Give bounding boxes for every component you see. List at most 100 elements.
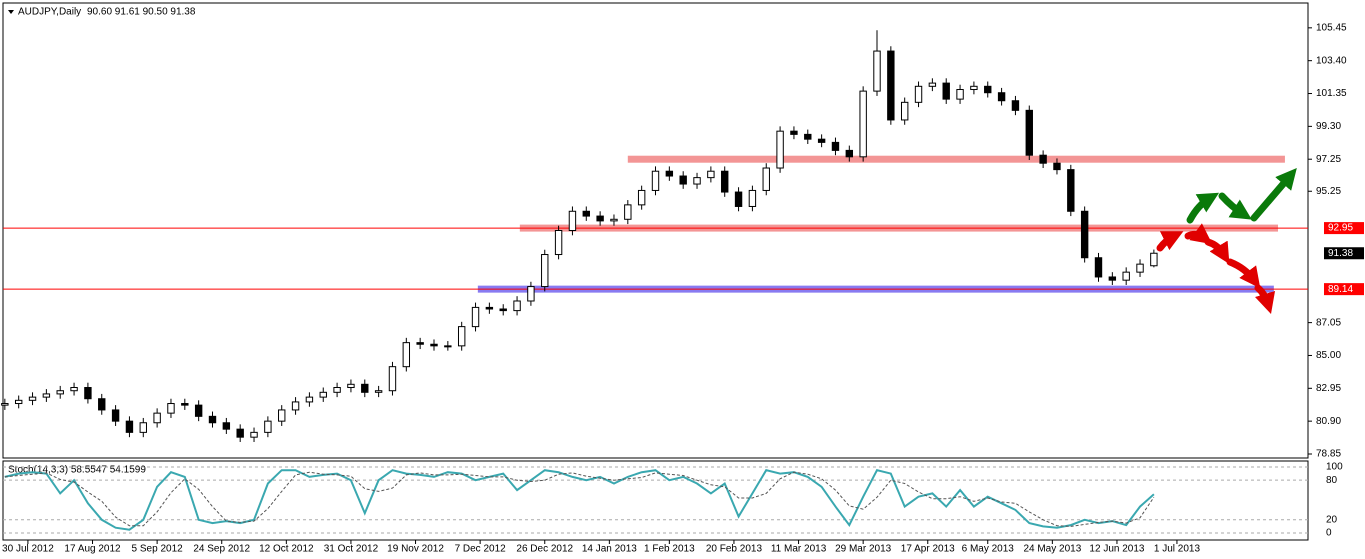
y-tick-label: 101.35 xyxy=(1316,88,1347,99)
candle-body xyxy=(499,308,507,312)
y-tick-label: 87.05 xyxy=(1316,317,1341,328)
candle-body xyxy=(748,189,757,207)
x-tick-label: 7 Dec 2012 xyxy=(455,544,507,555)
candle-body xyxy=(485,306,494,310)
candle-body xyxy=(1136,263,1144,273)
candle-body xyxy=(541,254,549,288)
candle-body xyxy=(762,167,770,191)
candle-body xyxy=(1094,257,1103,278)
candle-body xyxy=(361,383,369,393)
candle-body xyxy=(28,396,37,401)
candle-body xyxy=(1,403,9,406)
level-label: 89.14 xyxy=(1328,284,1353,295)
stoch-signal xyxy=(4,471,1155,527)
candle-body xyxy=(278,409,286,422)
last-price-box xyxy=(1324,247,1364,260)
candle-body xyxy=(42,393,51,398)
candle-body xyxy=(1080,210,1089,259)
y-tick-label: 100 xyxy=(1326,462,1343,473)
x-tick-label: 26 Dec 2012 xyxy=(516,544,573,555)
candle-body xyxy=(374,390,383,393)
candle-body xyxy=(679,175,687,185)
candle-body xyxy=(111,409,120,422)
y-tick-label: 103.40 xyxy=(1316,55,1347,66)
x-tick-label: 17 Apr 2013 xyxy=(901,544,955,555)
candle-body xyxy=(596,215,604,222)
candle-body xyxy=(707,170,715,179)
candle-body xyxy=(250,431,258,438)
arrows xyxy=(1156,168,1297,315)
stoch-main xyxy=(4,469,1155,531)
x-tick-label: 31 Oct 2012 xyxy=(324,544,379,555)
red-arrow xyxy=(1184,223,1213,245)
candle-body xyxy=(776,130,784,169)
candle-body xyxy=(1108,276,1117,281)
y-tick-label: 80.90 xyxy=(1316,416,1341,427)
candle-body xyxy=(291,401,300,411)
green-arrow xyxy=(1186,192,1220,224)
candle-body xyxy=(84,387,92,400)
candle-body xyxy=(637,189,646,206)
candle-body xyxy=(610,218,618,222)
candle-body xyxy=(693,177,701,185)
x-tick-label: 19 Nov 2012 xyxy=(387,544,444,555)
candle-body xyxy=(804,133,812,140)
candle-body xyxy=(928,82,937,87)
candle-body xyxy=(568,210,577,231)
y-tick-label: 105.45 xyxy=(1316,22,1347,33)
y-tick-label: 80 xyxy=(1326,475,1338,486)
x-tick-label: 12 Oct 2012 xyxy=(259,544,314,555)
menu-triangle xyxy=(8,10,14,14)
candle-body xyxy=(900,101,909,121)
candle-body xyxy=(181,403,189,406)
candle-body xyxy=(471,306,480,328)
level-zone xyxy=(627,155,1285,163)
candle-body xyxy=(914,85,923,103)
y-tick-label: 78.85 xyxy=(1316,449,1341,460)
green-arrow xyxy=(1218,192,1252,220)
y-tick-label: 82.95 xyxy=(1316,383,1341,394)
candle-body xyxy=(305,396,314,403)
candle-body xyxy=(1067,169,1075,212)
x-tick-label: 6 May 2013 xyxy=(962,544,1015,555)
x-tick-label: 24 Sep 2012 xyxy=(193,544,250,555)
candle-body xyxy=(14,399,23,405)
y-tick-label: 99.30 xyxy=(1316,121,1341,132)
candle-body xyxy=(1011,100,1020,111)
candle-body xyxy=(319,391,327,398)
candle-body xyxy=(167,403,175,414)
candle-body xyxy=(1039,154,1047,164)
candle-body xyxy=(942,82,950,100)
candle-body xyxy=(56,390,64,395)
candle-body xyxy=(887,50,895,121)
y-tick-label: 95.25 xyxy=(1316,186,1341,197)
candle-body xyxy=(430,343,438,347)
x-tick-label: 30 Jul 2012 xyxy=(2,544,54,555)
candle-body xyxy=(582,210,590,217)
red-arrow xyxy=(1226,258,1261,289)
candle-body xyxy=(527,286,535,302)
candle-body xyxy=(513,300,521,312)
candle-body xyxy=(347,383,355,389)
level-label: 92.95 xyxy=(1328,223,1353,234)
candle-body xyxy=(264,420,272,433)
candle-body xyxy=(1053,162,1061,171)
candle-body xyxy=(831,141,840,151)
candle-body xyxy=(624,204,632,220)
candle-body xyxy=(721,170,729,193)
level-label-box xyxy=(1324,283,1364,296)
candle-body xyxy=(153,412,161,424)
candle-body xyxy=(554,230,563,256)
candle-body xyxy=(194,404,203,417)
candle-body xyxy=(873,50,881,92)
candle-body xyxy=(970,85,978,91)
stoch-title: Stoch(14,3,3) 58.5547 54.1599 xyxy=(8,465,146,476)
candle-body xyxy=(817,138,826,143)
candle-body xyxy=(1025,109,1033,156)
x-tick-label: 17 Aug 2012 xyxy=(64,544,121,555)
candle-body xyxy=(997,92,1006,102)
x-tick-label: 24 May 2013 xyxy=(1023,544,1081,555)
y-tick-label: 0 xyxy=(1326,528,1332,539)
stoch-panel xyxy=(2,460,1309,541)
